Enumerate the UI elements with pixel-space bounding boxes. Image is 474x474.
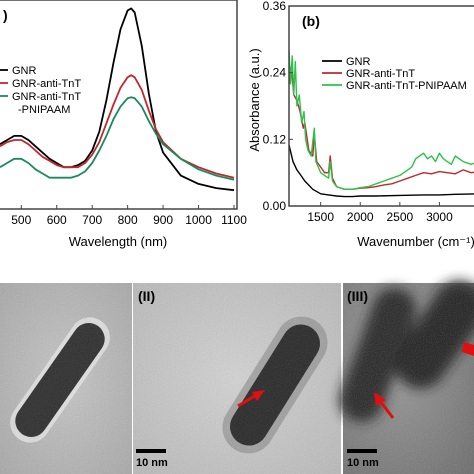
tem-3-scale-label: 10 nm — [347, 457, 379, 469]
x-tick-label: 500 — [11, 213, 31, 227]
tem-2-scale-label: 10 nm — [136, 457, 168, 469]
series-line-gnr-anti-tnt-pnipaam — [288, 50, 474, 190]
uv-vis-x-ticks: 500 600 700 800 900 1000 1100 — [11, 205, 247, 227]
ftir-series-group — [288, 50, 474, 198]
series-line-gnr-anti-tnt-pnipaam — [0, 96, 235, 181]
legend-label-gnr-anti-tnt-pnipaam: GNR-anti-TnT — [12, 91, 81, 103]
x-tick-label: 1100 — [221, 213, 247, 227]
ftir-x-ticks: 1500 2000 2500 3000 — [307, 202, 453, 224]
x-tick-label: 3000 — [426, 210, 453, 224]
ftir-y-ticks: 0.00 0.12 0.24 0.36 — [263, 0, 293, 213]
ftir-panel-label: (b) — [302, 13, 320, 29]
series-line-gnr — [288, 144, 474, 198]
x-tick-label: 2000 — [347, 210, 374, 224]
uv-vis-x-axis-label: Wavelength (nm) — [69, 234, 168, 249]
series-line-gnr-anti-tnt — [0, 74, 235, 179]
ftir-plot-frame — [288, 5, 474, 207]
legend-label-gnr: GNR — [12, 65, 37, 77]
ftir-y-axis-label: Absorbance (a.u.) — [247, 48, 262, 151]
y-tick-label: 0.24 — [263, 66, 287, 80]
uv-vis-plot-frame — [0, 0, 238, 210]
tem-3-arrow-lower — [374, 392, 395, 419]
legend-label-gnr-anti-tnt: GNR-anti-TnT — [12, 78, 81, 90]
legend-label-gnr-anti-tnt: GNR-anti-TnT — [346, 68, 415, 80]
tem-image-2: (II) 10 nm — [133, 283, 341, 474]
x-tick-label: 1000 — [185, 213, 212, 227]
ftir-chart: Absorbance (a.u.) 0.00 0.12 0.24 0.36 1500 2… — [247, 0, 474, 249]
tem-2-arrow — [237, 390, 265, 408]
legend-label-gnr: GNR — [346, 56, 371, 68]
legend-label-gnr-anti-tnt-pnipaam: GNR-anti-TnT-PNIPAAM — [346, 80, 467, 92]
ftir-x-axis-label: Wavenumber (cm⁻¹) — [357, 234, 474, 249]
y-tick-label: 0.12 — [263, 132, 287, 146]
x-tick-label: 600 — [47, 213, 67, 227]
tem-3-label: (III) — [347, 288, 368, 304]
uv-vis-chart: 500 600 700 800 900 1000 1100 Wavelength (nm) … — [0, 0, 247, 249]
x-tick-label: 900 — [153, 213, 173, 227]
x-tick-label: 800 — [118, 213, 138, 227]
tem-3-scale-bar — [347, 449, 377, 453]
tem-3-arrow-right — [462, 342, 474, 356]
x-tick-label: 2500 — [386, 210, 413, 224]
x-tick-label: 700 — [82, 213, 102, 227]
uv-vis-panel-label: ) — [3, 7, 8, 23]
tem-image-3: (III) 10 nm — [339, 281, 474, 474]
y-tick-label: 0.00 — [263, 199, 287, 213]
uv-vis-series-group — [0, 7, 235, 192]
y-tick-label: 0.36 — [263, 0, 287, 13]
tem-image-1 — [0, 283, 132, 474]
tem-2-label: (II) — [138, 288, 155, 304]
tem-2-scale-bar — [136, 449, 166, 453]
x-tick-label: 1500 — [307, 210, 334, 224]
legend-label-gnr-anti-tnt-pnipaam: -PNIPAAM — [18, 104, 70, 116]
